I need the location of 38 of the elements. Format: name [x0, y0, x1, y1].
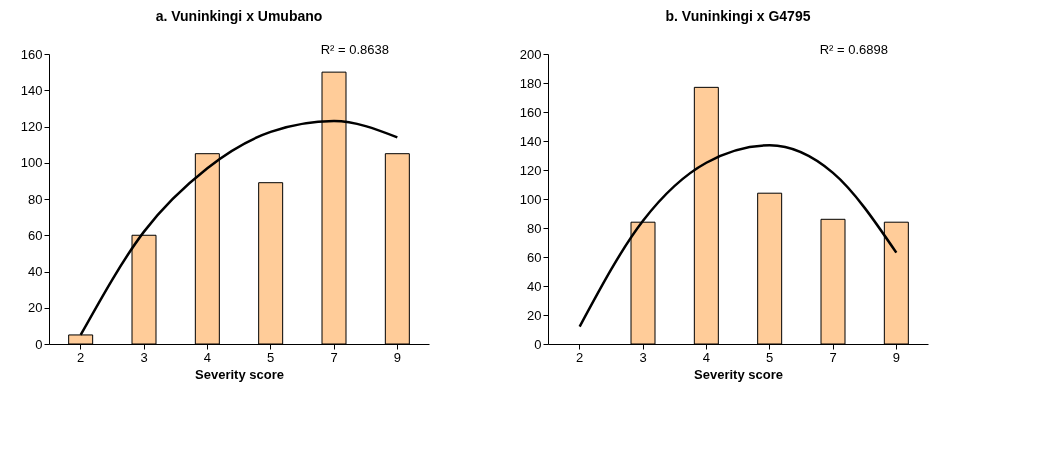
- y-tick-label: 100: [519, 191, 542, 207]
- x-tick-label: 3: [639, 349, 647, 365]
- x-tick-label: 5: [267, 349, 275, 365]
- x-axis-title: Severity score: [195, 366, 284, 382]
- annotation: R² = 0.8638: [320, 42, 389, 57]
- y-tick-label: 140: [519, 133, 542, 149]
- y-tick-label: 160: [20, 46, 43, 62]
- y-tick-label: 120: [519, 162, 542, 178]
- y-tick-label: 0: [35, 336, 43, 352]
- y-tick-label: 20: [527, 307, 542, 323]
- x-tick-label: 3: [140, 349, 148, 365]
- y-tick-label: 200: [519, 46, 542, 62]
- x-tick-label: 7: [829, 349, 837, 365]
- y-tick-label: 120: [20, 119, 43, 134]
- chart-title: b. Vuninkingi x G4795: [665, 8, 811, 24]
- y-tick-label: 40: [28, 264, 43, 279]
- y-tick-label: 20: [28, 300, 43, 316]
- x-tick-label: 4: [702, 349, 710, 365]
- x-tick-label: 5: [766, 349, 774, 365]
- y-tick-label: 100: [20, 155, 43, 171]
- x-tick-label: 2: [576, 349, 584, 365]
- y-tick-label: 60: [28, 227, 43, 243]
- x-axis-title: Severity score: [694, 366, 783, 382]
- y-tick-label: 140: [20, 82, 43, 98]
- x-tick-label: 9: [393, 349, 401, 365]
- x-tick-label: 2: [77, 349, 85, 365]
- y-tick-label: 160: [519, 104, 542, 120]
- y-tick-label: 80: [527, 220, 542, 236]
- annotation: R² = 0.6898: [819, 42, 888, 57]
- y-tick-label: 40: [527, 278, 542, 294]
- chart-title: a. Vuninkingi x Umubano: [155, 8, 323, 24]
- y-tick-label: 80: [28, 191, 43, 207]
- x-tick-label: 7: [330, 349, 338, 365]
- y-tick-label: 60: [527, 249, 542, 265]
- x-tick-label: 9: [892, 349, 900, 365]
- y-tick-label: 180: [519, 75, 542, 91]
- x-tick-label: 4: [203, 349, 211, 365]
- y-tick-label: 0: [534, 336, 542, 352]
